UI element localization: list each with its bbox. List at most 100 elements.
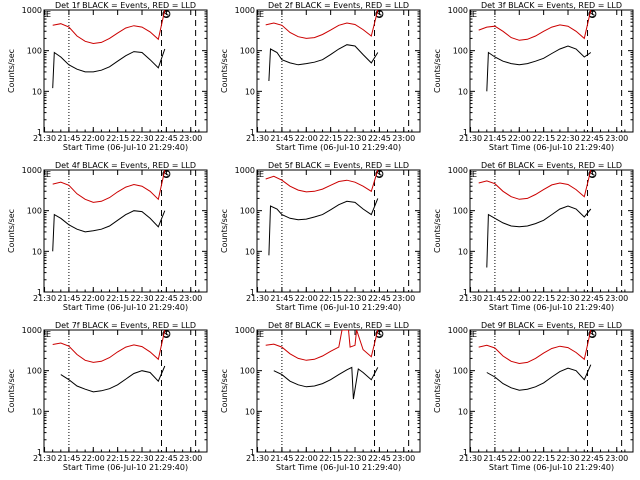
y-tick-label: 1000 [22,326,42,335]
y-axis-label: Counts/sec [7,369,16,413]
chart-title: Det 4f BLACK = Events, RED = LLD [55,161,196,170]
corner-mark-s: S [164,10,169,19]
x-tick-label: 23:00 [392,294,415,303]
x-tick-label: 22:30 [556,454,579,463]
x-tick-label: 21:45 [57,294,80,303]
y-axis-label: Counts/sec [220,209,229,253]
x-tick-label: 21:30 [246,134,269,143]
x-tick-label: 22:30 [343,454,366,463]
series-events-line [52,48,166,89]
x-tick-label: 22:00 [508,294,531,303]
detector-panel-6: Det 6f BLACK = Events, RED = LLD 1 10 100 10… [433,161,634,312]
x-tick-label: 23:00 [392,454,415,463]
corner-mark-e: E [46,10,51,19]
series-events-line [268,198,379,256]
y-tick-label: 1000 [235,166,255,175]
x-tick-label: 22:45 [581,454,604,463]
x-tick-label: 22:00 [508,454,531,463]
corner-mark-e: E [46,330,51,339]
x-tick-label: 21:30 [459,134,482,143]
x-tick-label: 22:00 [508,134,531,143]
y-tick-label: 10 [245,87,255,96]
y-tick-label: 100 [27,207,42,216]
y-axis-label: Counts/sec [7,49,16,93]
y-tick-label: 100 [240,47,255,56]
corner-mark-s: S [164,330,169,339]
chart-title: Det 1f BLACK = Events, RED = LLD [55,1,196,10]
x-tick-label: 22:15 [106,454,129,463]
y-tick-label: 100 [27,47,42,56]
x-tick-label: 21:45 [270,294,293,303]
y-tick-label: 10 [245,407,255,416]
corner-mark-e: E [472,10,477,19]
corner-mark-s: S [377,10,382,19]
x-tick-label: 22:15 [532,294,555,303]
x-tick-label: 22:30 [343,134,366,143]
y-tick-label: 10 [458,87,468,96]
chart-title: Det 7f BLACK = Events, RED = LLD [55,321,196,330]
y-tick-label: 1 [37,288,42,297]
y-tick-label: 1 [37,128,42,137]
y-tick-label: 1000 [448,326,468,335]
series-events-line [486,205,592,268]
y-tick-label: 1 [250,288,255,297]
y-tick-label: 10 [245,247,255,256]
y-tick-label: 1000 [235,326,255,335]
y-tick-label: 1 [463,128,468,137]
corner-mark-s: S [377,170,382,179]
series-events-line [486,45,592,92]
series-lld-line [265,170,379,193]
y-tick-label: 100 [240,367,255,376]
corner-mark-circle [375,10,384,18]
x-tick-label: 21:30 [33,454,56,463]
corner-mark-circle [162,330,171,338]
corner-mark-circle [162,170,171,178]
series-lld-line [265,330,379,361]
corner-mark-e: E [259,330,264,339]
series-lld-line [52,330,166,363]
series-lld-line [478,170,592,200]
y-tick-label: 100 [453,207,468,216]
x-axis-label: Start Time (06-Jul-10 21:29:40) [63,303,188,312]
corner-mark-circle [588,330,597,338]
y-tick-label: 100 [453,47,468,56]
chart-title: Det 5f BLACK = Events, RED = LLD [268,161,409,170]
chart-title: Det 2f BLACK = Events, RED = LLD [268,1,409,10]
x-axis-label: Start Time (06-Jul-10 21:29:40) [489,303,614,312]
y-axis-label: Counts/sec [220,369,229,413]
x-tick-label: 22:45 [581,134,604,143]
x-tick-label: 22:30 [130,294,153,303]
x-tick-label: 21:45 [57,134,80,143]
x-tick-label: 22:15 [106,134,129,143]
x-tick-label: 21:30 [459,454,482,463]
corner-mark-circle [375,170,384,178]
x-tick-label: 21:45 [483,454,506,463]
series-lld-line [52,170,166,203]
corner-mark-s: S [377,330,382,339]
detector-panel-2: Det 2f BLACK = Events, RED = LLD 1 10 100 10… [220,1,421,152]
x-tick-label: 23:00 [179,454,202,463]
y-tick-label: 1000 [448,6,468,15]
x-tick-label: 22:45 [155,294,178,303]
x-tick-label: 21:30 [459,294,482,303]
x-tick-label: 22:15 [532,134,555,143]
y-tick-label: 100 [240,207,255,216]
chart-title: Det 6f BLACK = Events, RED = LLD [481,161,622,170]
detector-panel-9: Det 9f BLACK = Events, RED = LLD 1 10 100 10… [433,321,634,472]
y-tick-label: 10 [458,247,468,256]
x-tick-label: 22:15 [319,294,342,303]
y-axis-label: Counts/sec [433,49,442,93]
y-tick-label: 1 [250,448,255,457]
series-events-line [60,365,166,393]
x-tick-label: 21:30 [246,454,269,463]
y-tick-label: 100 [453,367,468,376]
y-tick-label: 1 [463,448,468,457]
x-tick-label: 23:00 [392,134,415,143]
corner-mark-s: S [164,170,169,179]
corner-mark-e: E [259,10,264,19]
x-tick-label: 22:45 [368,454,391,463]
x-tick-label: 21:30 [33,134,56,143]
x-axis-label: Start Time (06-Jul-10 21:29:40) [276,463,401,472]
x-axis-label: Start Time (06-Jul-10 21:29:40) [276,143,401,152]
detector-panel-3: Det 3f BLACK = Events, RED = LLD 1 10 100 10… [433,1,634,152]
